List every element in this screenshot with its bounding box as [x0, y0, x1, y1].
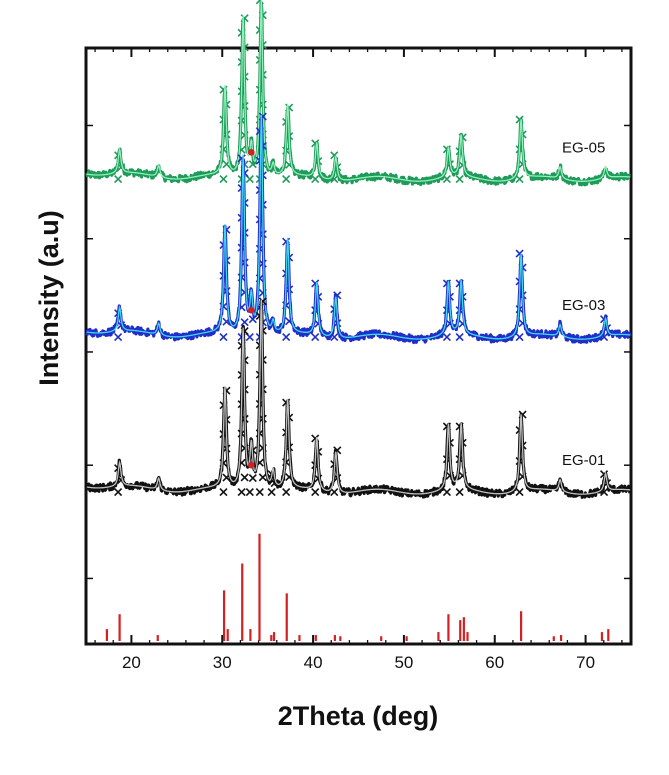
series-fit-line: [86, 299, 631, 495]
peak-marker: [515, 487, 524, 497]
x-tick-label: 40: [304, 653, 323, 672]
peak-marker: [114, 332, 123, 342]
peak-marker: [114, 175, 123, 184]
series-group: [85, 0, 632, 499]
peak-marker: [311, 487, 320, 497]
x-tick-label: 60: [485, 653, 504, 672]
peak-marker: [255, 487, 264, 497]
reference-pattern: [105, 533, 610, 642]
series-fit-line: [86, 0, 631, 182]
peak-marker: [219, 332, 228, 342]
x-tick-label: 30: [213, 653, 232, 672]
x-axis-title: 2Theta (deg): [278, 701, 439, 731]
peak-marker: [455, 332, 464, 342]
peak-marker: [114, 487, 123, 497]
peak-marker: [282, 175, 291, 184]
axis-ticks: 20 30 40 50 60 70: [86, 48, 631, 672]
peak-marker: [311, 332, 320, 342]
x-tick-label: 20: [122, 653, 141, 672]
series-observed-line: [85, 117, 632, 345]
peak-marker: [240, 318, 249, 327]
series-eg-05: [85, 0, 631, 187]
peak-marker: [282, 332, 291, 342]
peak-marker: [311, 175, 320, 184]
series-label: EG-05: [562, 139, 605, 156]
peak-marker: [240, 473, 249, 482]
series-observed-line: [85, 299, 632, 499]
peak-marker: [515, 175, 524, 184]
series-fit-line: [86, 114, 631, 340]
peak-marker: [282, 487, 291, 497]
x-tick-label: 70: [576, 653, 595, 672]
peak-marker: [267, 487, 276, 497]
peak-marker: [455, 175, 464, 184]
impurity-dot: [248, 306, 255, 314]
peak-marker: [455, 487, 464, 497]
peak-marker: [442, 487, 451, 497]
series-eg-03: [85, 112, 632, 345]
peak-marker: [237, 487, 246, 497]
peak-marker: [245, 487, 254, 497]
peak-marker: [219, 175, 228, 184]
peak-marker: [442, 332, 451, 342]
y-axis-title: Intensity (a.u): [34, 210, 64, 386]
peak-marker: [515, 332, 524, 342]
peak-marker: [248, 474, 257, 483]
series-label: EG-03: [562, 297, 605, 314]
x-tick-label: 50: [394, 653, 413, 672]
plot-frame: [84, 46, 633, 646]
label-group: EG-05 EG-03 EG-01: [562, 139, 605, 469]
peak-marker: [330, 487, 339, 497]
impurity-dot: [248, 149, 255, 156]
peak-marker: [258, 473, 267, 482]
peak-marker: [219, 487, 228, 497]
impurity-dot: [248, 461, 255, 469]
series-label: EG-01: [562, 452, 605, 469]
series-eg-01: [85, 297, 632, 499]
